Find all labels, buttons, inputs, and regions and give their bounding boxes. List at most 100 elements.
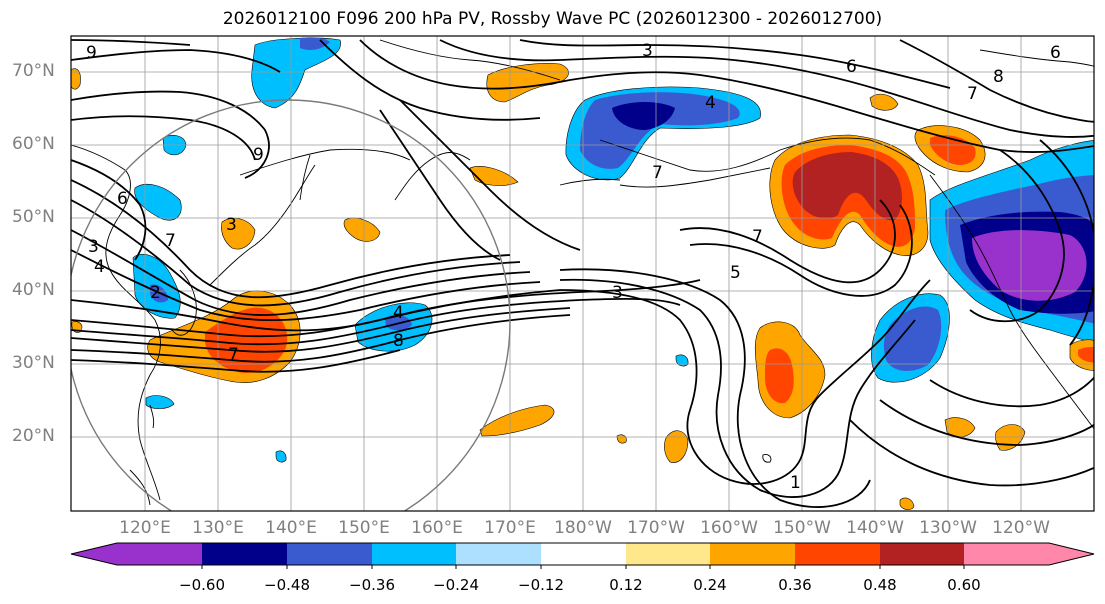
lat-label: 60°N bbox=[12, 134, 55, 154]
contour-label: 8 bbox=[993, 67, 1004, 87]
colorbar-segment bbox=[880, 543, 964, 565]
coastline-korea bbox=[171, 269, 197, 336]
lon-label: 130°E bbox=[192, 518, 244, 538]
contour-label: 9 bbox=[253, 145, 264, 165]
lon-label: 120°W bbox=[992, 518, 1050, 538]
colorbar-segment bbox=[964, 543, 1049, 565]
contour-label: 6 bbox=[117, 189, 128, 209]
coastline-asia bbox=[71, 144, 161, 501]
contour-trough-3 bbox=[559, 268, 871, 508]
contour-west-2 bbox=[71, 115, 256, 161]
colorbar-segment bbox=[626, 543, 710, 565]
colorbar-tick-label: 0.24 bbox=[693, 576, 727, 594]
colorbar-segment bbox=[117, 543, 202, 565]
map-plot-area: 9 3 6 8 7 4 9 6 3 7 4 2 7 3 4 8 7 7 5 3 … bbox=[71, 36, 1094, 511]
contour-jet-10 bbox=[71, 349, 401, 373]
coastline-sakhalin bbox=[299, 154, 311, 201]
lat-label: 50°N bbox=[12, 207, 55, 227]
colorbar-outline bbox=[70, 542, 1095, 566]
contour-ridge-7 bbox=[399, 99, 581, 251]
coastline-kamchatka bbox=[394, 152, 471, 201]
anomaly-pos-small-1 bbox=[343, 217, 381, 242]
contour-label: 4 bbox=[94, 257, 105, 277]
coastline-hawaii bbox=[762, 454, 772, 463]
colorbar-segment bbox=[287, 543, 372, 565]
colorbar-segment bbox=[541, 543, 626, 565]
contour-ridge-5 bbox=[899, 39, 1094, 123]
contour-label: 3 bbox=[226, 215, 237, 235]
coastline-japan bbox=[209, 164, 316, 286]
contour-west-1 bbox=[71, 90, 270, 179]
coastline-philippines bbox=[129, 469, 151, 506]
colorbar bbox=[70, 542, 1095, 569]
contour-west-3 bbox=[71, 159, 147, 261]
lon-label: 140°E bbox=[265, 518, 317, 538]
contour-east-5 bbox=[849, 419, 1094, 487]
lon-label: 150°E bbox=[338, 518, 390, 538]
coastline-aleutians bbox=[619, 167, 771, 188]
contour-east-3 bbox=[929, 376, 1094, 408]
contour-jet-7 bbox=[71, 199, 521, 307]
contour-jet-8 bbox=[71, 179, 511, 299]
map-border bbox=[70, 35, 1095, 512]
contour-jet-3 bbox=[71, 307, 571, 353]
anomaly-pos-subtrop-1 bbox=[479, 404, 555, 437]
contour-label-group: 9 3 6 8 7 4 9 6 3 7 4 2 7 3 4 8 7 7 5 3 … bbox=[86, 41, 1061, 493]
contour-label: 7 bbox=[752, 227, 763, 247]
anomaly-neg-siberia-core bbox=[300, 37, 330, 50]
lon-label: 170°E bbox=[484, 518, 536, 538]
contour-label: 3 bbox=[88, 237, 99, 257]
coastline-north-america bbox=[929, 174, 1094, 430]
colorbar-tick-label: 0.48 bbox=[863, 576, 897, 594]
figure-title: 2026012100 F096 200 hPa PV, Rossby Wave … bbox=[222, 9, 883, 29]
contour-jet-9 bbox=[71, 314, 571, 363]
contour-label: 6 bbox=[1050, 43, 1061, 63]
contour-jet-2 bbox=[71, 297, 681, 346]
contour-east-2 bbox=[1039, 139, 1094, 346]
contour-west-5 bbox=[71, 39, 191, 46]
lat-label: 20°N bbox=[12, 426, 55, 446]
colorbar-segment bbox=[456, 543, 541, 565]
contour-label: 4 bbox=[705, 93, 716, 113]
colorbar-tick-label: −0.36 bbox=[349, 576, 395, 594]
contour-trough-1 bbox=[559, 279, 931, 485]
contour-ridge-4 bbox=[519, 39, 951, 89]
contour-label: 6 bbox=[846, 57, 857, 77]
contour-label: 7 bbox=[165, 231, 176, 251]
lon-label: 180°W bbox=[554, 518, 612, 538]
contour-label: 8 bbox=[393, 331, 404, 351]
contour-west-4 bbox=[71, 49, 281, 73]
colorbar-ticks bbox=[201, 565, 965, 569]
anomaly-pos-small-5 bbox=[869, 93, 899, 111]
contour-label: 1 bbox=[790, 473, 801, 493]
coastline-canada-arctic bbox=[979, 49, 1094, 67]
colorbar-tick-label: −0.24 bbox=[433, 576, 479, 594]
coastline-okhotsk bbox=[239, 148, 411, 176]
contour-label: 7 bbox=[967, 84, 978, 104]
colorbar-tick-label: −0.60 bbox=[179, 576, 225, 594]
lon-label: 140°W bbox=[846, 518, 904, 538]
lon-label: 160°W bbox=[700, 518, 758, 538]
coastline-taiwan bbox=[149, 404, 155, 429]
anomaly-pos-subtrop-3 bbox=[664, 430, 689, 463]
lon-label: 150°W bbox=[773, 518, 831, 538]
colorbar-tick-label: 0.60 bbox=[947, 576, 981, 594]
contour-east-4 bbox=[879, 399, 1094, 446]
anomaly-pos-arctic bbox=[486, 63, 569, 103]
contour-jet-6 bbox=[71, 229, 531, 316]
contour-trough-5 bbox=[689, 204, 913, 297]
contour-label: 3 bbox=[612, 283, 623, 303]
colorbar-tick-label: −0.48 bbox=[264, 576, 310, 594]
coastline-alaska bbox=[599, 137, 936, 176]
contour-label: 4 bbox=[393, 303, 404, 323]
contour-label: 7 bbox=[228, 345, 239, 365]
contour-label: 9 bbox=[86, 43, 97, 63]
contour-label: 2 bbox=[150, 283, 161, 303]
contour-label: 7 bbox=[652, 163, 663, 183]
anomaly-pos-small-9-core bbox=[1078, 347, 1094, 363]
anomaly-neg-eastpac-south-core bbox=[883, 306, 942, 372]
reference-circle bbox=[71, 99, 511, 511]
lon-label: 130°W bbox=[919, 518, 977, 538]
contour-ridge-2 bbox=[319, 39, 541, 121]
